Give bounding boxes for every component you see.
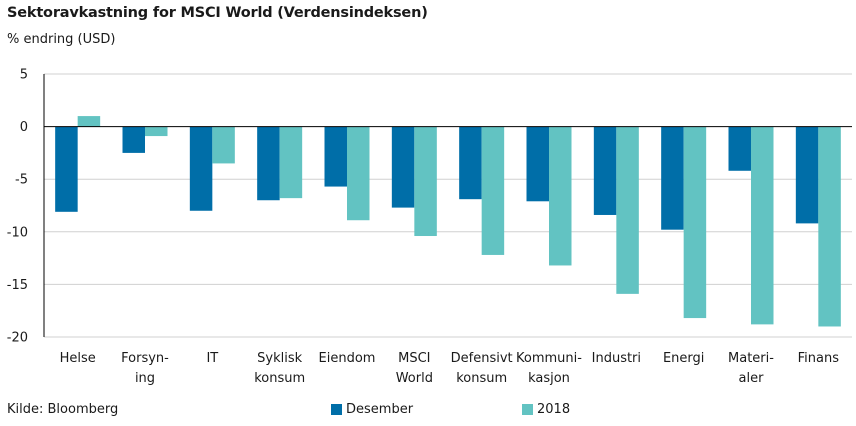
x-tick-label: Finans xyxy=(798,351,840,366)
y-tick-label: -5 xyxy=(15,173,28,188)
y-tick-label: -20 xyxy=(7,331,28,346)
y-tick-label: -15 xyxy=(7,278,28,293)
bar-desember xyxy=(728,126,751,171)
x-tick-label: ing xyxy=(135,371,155,386)
bar-2018 xyxy=(751,126,774,325)
x-tick-label: Forsyn- xyxy=(121,351,169,366)
bar-2018 xyxy=(279,126,303,199)
x-tick-label: Materi- xyxy=(728,351,774,366)
bar-2018 xyxy=(818,126,841,327)
bar-desember xyxy=(122,126,145,153)
x-tick-label: konsum xyxy=(456,371,507,386)
bar-desember xyxy=(391,126,415,208)
y-tick-label: -10 xyxy=(7,225,28,240)
bar-2018 xyxy=(616,126,639,294)
bar-2018 xyxy=(212,126,235,164)
legend-label-2018: 2018 xyxy=(537,402,571,417)
source-note: Kilde: Bloomberg xyxy=(7,402,119,417)
bar-2018 xyxy=(77,116,101,127)
bar-2018 xyxy=(683,126,707,319)
legend-swatch-desember xyxy=(331,404,342,415)
x-tick-label: Eiendom xyxy=(319,351,376,366)
bar-desember xyxy=(593,126,617,215)
bar-2018 xyxy=(145,126,168,137)
legend-item-desember: Desember xyxy=(331,402,413,417)
x-tick-label: IT xyxy=(206,351,218,366)
bar-desember xyxy=(526,126,549,202)
x-tick-label: Energi xyxy=(663,351,704,366)
x-tick-label: aler xyxy=(739,371,765,386)
legend-label-desember: Desember xyxy=(346,402,414,417)
x-tick-label: World xyxy=(396,371,433,386)
bar-2018 xyxy=(347,126,370,221)
legend-swatch-2018 xyxy=(522,404,533,415)
legend-item-2018: 2018 xyxy=(522,402,570,417)
x-tick-label: MSCI xyxy=(398,351,430,366)
bar-desember xyxy=(189,126,213,211)
bar-2018 xyxy=(549,126,572,266)
y-tick-label: 5 xyxy=(20,68,28,83)
x-tick-label: Helse xyxy=(60,351,96,366)
x-tick-label: Syklisk xyxy=(257,351,302,366)
bar-desember xyxy=(661,126,684,230)
bar-desember xyxy=(55,126,78,212)
bar-desember xyxy=(324,126,347,187)
x-tick-label: Industri xyxy=(592,351,641,366)
bar-desember xyxy=(795,126,819,224)
x-tick-label: Defensivt xyxy=(451,351,513,366)
y-tick-label: 0 xyxy=(20,120,28,135)
bar-desember xyxy=(459,126,482,200)
x-tick-label: kasjon xyxy=(528,371,570,386)
chart-title: Sektoravkastning for MSCI World (Verdens… xyxy=(7,5,428,21)
y-axis-unit-label: % endring (USD) xyxy=(7,32,116,47)
bar-2018 xyxy=(481,126,505,255)
bar-desember xyxy=(257,126,280,201)
x-tick-label: konsum xyxy=(254,371,305,386)
bar-2018 xyxy=(414,126,437,237)
x-tick-label: Kommuni- xyxy=(516,351,582,366)
